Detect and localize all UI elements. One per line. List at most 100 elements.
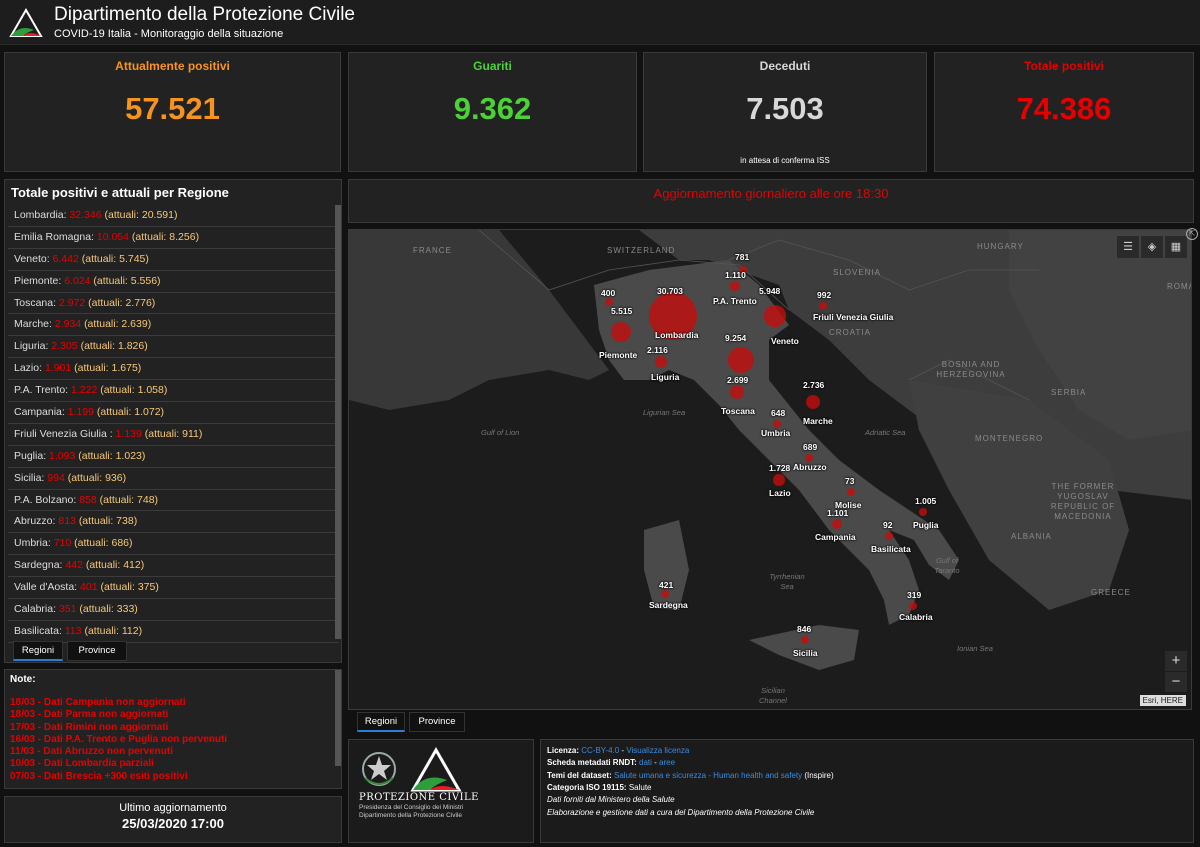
case-bubble[interactable] xyxy=(764,305,786,327)
region-list-scrollbar[interactable] xyxy=(335,205,341,639)
region-total: 1.901 xyxy=(44,362,72,375)
region-row[interactable]: Lazio: 1.901 (attuali: 1.675) xyxy=(8,358,339,381)
region-row[interactable]: Friuli Venezia Giulia : 1.139 (attuali: … xyxy=(8,424,339,446)
app-title: Dipartimento della Protezione Civile xyxy=(54,4,355,25)
list-icon[interactable]: ☰ xyxy=(1117,236,1139,258)
region-row[interactable]: Basilicata: 113 (attuali: 112) xyxy=(8,621,339,643)
marker-region-label: Veneto xyxy=(771,336,799,346)
region-row[interactable]: Valle d'Aosta: 401 (attuali: 375) xyxy=(8,577,339,600)
basemap-gallery-icon[interactable]: ▦ xyxy=(1165,236,1187,258)
case-bubble[interactable] xyxy=(909,602,917,610)
meta-licenza-label: Licenza: xyxy=(547,746,580,755)
region-total: 858 xyxy=(79,493,97,506)
country-label: CROATIA xyxy=(829,328,871,337)
tab-province[interactable]: Province xyxy=(409,712,465,732)
last-update-label: Ultimo aggiornamento xyxy=(119,802,227,814)
tab-province[interactable]: Province xyxy=(67,641,127,661)
region-row[interactable]: P.A. Bolzano: 858 (attuali: 748) xyxy=(8,490,339,512)
case-bubble[interactable] xyxy=(832,519,842,529)
case-bubble[interactable] xyxy=(918,507,928,517)
marker-value-label: 73 xyxy=(845,476,855,486)
case-bubble[interactable] xyxy=(739,266,747,274)
case-bubble[interactable] xyxy=(801,636,809,644)
region-row[interactable]: Campania: 1.199 (attuali: 1.072) xyxy=(8,402,339,424)
case-bubble[interactable] xyxy=(773,420,781,428)
marker-value-label: 1.101 xyxy=(827,508,849,518)
case-bubble[interactable] xyxy=(729,384,745,400)
region-current-prefix: (attuali: xyxy=(67,471,106,484)
metadata-panel: Licenza: CC-BY-4.0 - Visualizza licenza … xyxy=(540,739,1194,843)
note-item: 16/03 - Dati P.A. Trento e Puglia non pe… xyxy=(10,733,228,745)
notes-scrollbar[interactable] xyxy=(335,670,341,766)
aree-link[interactable]: aree xyxy=(659,758,676,767)
region-row[interactable]: Veneto: 6.442 (attuali: 5.745) xyxy=(8,249,339,271)
map-view[interactable]: FRANCE SWITZERLAND SLOVENIA HUNGARY ROMA CROA… xyxy=(348,229,1192,710)
tab-regioni[interactable]: Regioni xyxy=(13,641,63,661)
case-bubble[interactable] xyxy=(847,488,855,496)
region-current-prefix: (attuali: xyxy=(144,427,183,440)
protezione-civile-logo-icon xyxy=(410,746,462,792)
region-current: 686 xyxy=(111,537,130,550)
region-row[interactable]: Liguria: 2.305 (attuali: 1.826) xyxy=(8,336,339,359)
expand-icon[interactable]: ⇱ xyxy=(1186,228,1198,240)
case-bubble[interactable] xyxy=(773,474,785,486)
region-row[interactable]: Calabria: 351 (attuali: 333) xyxy=(8,599,339,621)
region-current: 412 xyxy=(123,559,141,572)
meta-scheda-label: Scheda metadati RNDT: xyxy=(547,758,637,767)
dati-link[interactable]: dati xyxy=(639,758,652,767)
region-row[interactable]: Toscana: 2.972 (attuali: 2.776) xyxy=(8,293,339,315)
case-bubble[interactable] xyxy=(730,281,740,291)
temi-link[interactable]: Salute umana e sicurezza - Human health … xyxy=(614,771,803,780)
case-bubble[interactable] xyxy=(661,590,669,598)
region-current-prefix: (attuali: xyxy=(84,624,122,637)
case-bubble[interactable] xyxy=(727,346,755,374)
marker-region-label: Lombardia xyxy=(655,330,699,340)
region-row[interactable]: P.A. Trento: 1.222 (attuali: 1.058) xyxy=(8,380,339,403)
case-bubble[interactable] xyxy=(610,321,632,343)
case-bubble[interactable] xyxy=(649,292,697,340)
region-name: Campania: xyxy=(14,406,65,419)
marker-region-label: Friuli Venezia Giulia xyxy=(813,312,894,322)
region-current-suffix: ) xyxy=(160,406,165,419)
card-totale-positivi: Totale positivi 74.386 xyxy=(934,52,1194,172)
sea-label: Gulf of Taranto xyxy=(934,556,960,575)
region-total: 2.305 xyxy=(51,340,78,353)
region-current-prefix: (attuali: xyxy=(100,581,138,594)
region-row[interactable]: Sicilia: 994 (attuali: 936) xyxy=(8,468,339,490)
region-current: 911 xyxy=(182,427,199,440)
map-attribution[interactable]: Esri, HERE xyxy=(1139,695,1186,706)
region-row[interactable]: Abruzzo: 813 (attuali: 738) xyxy=(8,511,339,534)
region-row[interactable]: Lombardia: 32.346 (attuali: 20.591) xyxy=(8,205,339,227)
region-row[interactable]: Emilia Romagna: 10.054 (attuali: 8.256) xyxy=(8,227,339,249)
case-bubble[interactable] xyxy=(805,454,813,462)
region-row[interactable]: Marche: 2.934 (attuali: 2.639) xyxy=(8,314,339,337)
region-row[interactable]: Puglia: 1.093 (attuali: 1.023) xyxy=(8,446,339,468)
zoom-in-button[interactable]: + xyxy=(1165,651,1187,671)
region-current-prefix: (attuali: xyxy=(88,296,126,309)
region-total: 10.054 xyxy=(96,230,129,243)
case-bubble[interactable] xyxy=(818,301,828,311)
meta-licenza: Licenza: CC-BY-4.0 - Visualizza licenza xyxy=(547,746,689,755)
case-bubble[interactable] xyxy=(654,355,668,369)
layers-icon[interactable]: ◈ xyxy=(1141,236,1163,258)
region-row[interactable]: Umbria: 710 (attuali: 686) xyxy=(8,533,339,556)
case-bubble[interactable] xyxy=(605,298,613,306)
region-current-suffix: ) xyxy=(195,230,200,243)
marker-region-label: Piemonte xyxy=(599,350,638,360)
region-current: 1.675 xyxy=(111,362,138,375)
region-row[interactable]: Piemonte: 6.024 (attuali: 5.556) xyxy=(8,271,339,293)
app-subtitle: COVID-19 Italia - Monitoraggio della sit… xyxy=(54,28,284,40)
case-bubble[interactable] xyxy=(885,532,893,540)
meta-temi-label: Temi del dataset: xyxy=(547,771,612,780)
regions-panel: Totale positivi e attuali per Regione Lo… xyxy=(4,179,342,663)
region-row[interactable]: Sardegna: 442 (attuali: 412) xyxy=(8,555,339,578)
region-total: 442 xyxy=(65,559,83,572)
zoom-out-button[interactable]: − xyxy=(1165,672,1187,692)
licenza-link[interactable]: CC-BY-4.0 xyxy=(581,746,620,755)
marker-value-label: 1.110 xyxy=(725,270,746,280)
visualizza-licenza-link[interactable]: Visualizza licenza xyxy=(626,746,690,755)
tab-regioni[interactable]: Regioni xyxy=(357,712,405,732)
region-current-suffix: ) xyxy=(163,384,168,397)
region-list[interactable]: Lombardia: 32.346 (attuali: 20.591) Emili… xyxy=(8,205,339,643)
case-bubble[interactable] xyxy=(805,394,821,410)
